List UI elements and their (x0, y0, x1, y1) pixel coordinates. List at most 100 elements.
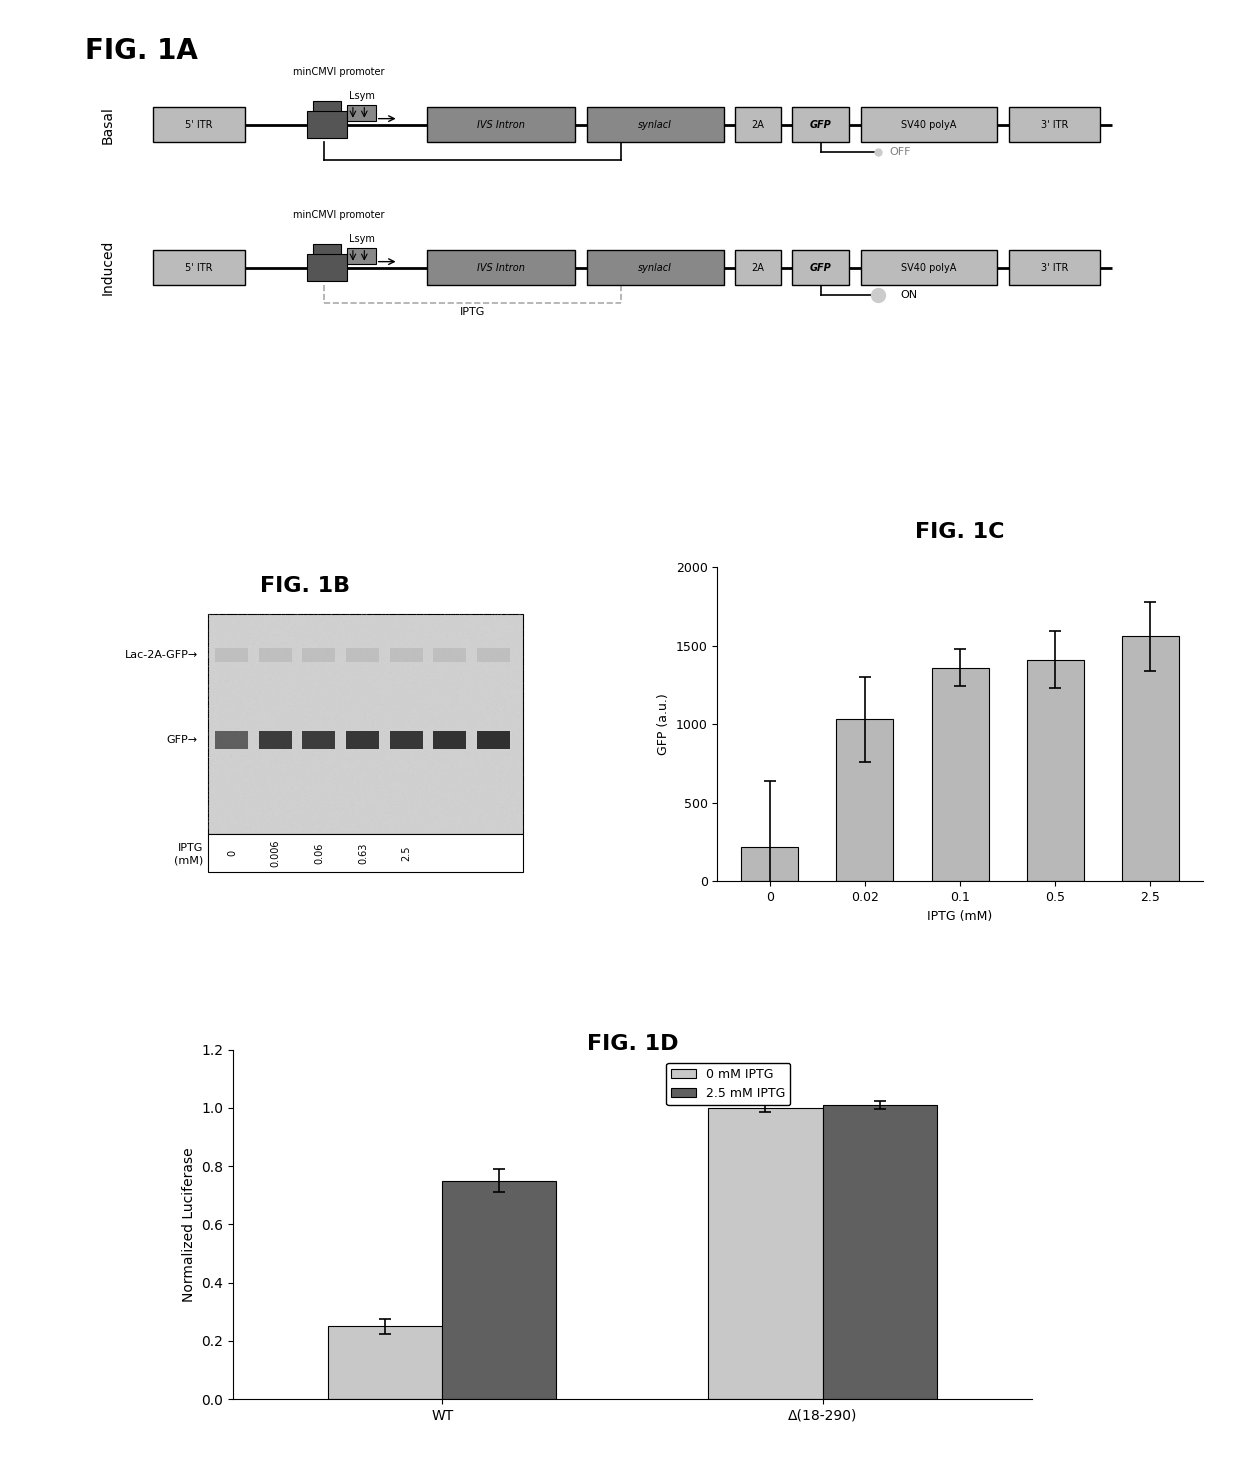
Point (324, 604, 343, 628)
Point (388, 623, 408, 647)
Point (484, 752, 503, 775)
Point (336, 635, 356, 658)
Point (436, 786, 456, 809)
Point (422, 647, 441, 670)
Point (486, 705, 506, 729)
Point (347, 631, 367, 654)
Point (352, 672, 372, 695)
Point (246, 623, 265, 647)
Point (427, 745, 446, 768)
Point (346, 800, 366, 824)
Point (363, 654, 383, 677)
Point (357, 710, 377, 733)
Point (316, 661, 336, 685)
Point (246, 672, 265, 695)
Point (308, 743, 327, 767)
Point (312, 632, 332, 655)
Point (317, 641, 337, 664)
Point (310, 654, 330, 677)
Point (438, 654, 458, 677)
Point (511, 644, 531, 667)
Point (213, 607, 233, 631)
Point (370, 771, 389, 794)
Point (236, 809, 255, 832)
Point (491, 620, 511, 644)
Point (295, 701, 315, 724)
Point (201, 818, 221, 841)
Point (368, 710, 388, 733)
Point (433, 796, 453, 819)
Point (326, 729, 346, 752)
Point (470, 620, 490, 644)
Point (489, 699, 508, 723)
Point (281, 778, 301, 802)
Point (392, 714, 412, 737)
Point (374, 761, 394, 784)
Point (476, 767, 496, 790)
Point (377, 729, 397, 752)
Point (419, 692, 439, 715)
Point (415, 677, 435, 701)
Point (383, 712, 403, 736)
Point (263, 708, 283, 732)
Point (247, 794, 267, 818)
Point (315, 749, 335, 772)
Point (339, 655, 358, 679)
Point (255, 692, 275, 715)
Point (424, 761, 444, 784)
Point (290, 729, 310, 752)
Point (458, 708, 477, 732)
Point (290, 607, 310, 631)
Point (429, 672, 449, 695)
Point (425, 648, 445, 672)
Point (294, 609, 314, 632)
Point (367, 739, 387, 762)
Point (427, 632, 446, 655)
Point (424, 811, 444, 834)
Point (449, 650, 469, 673)
Point (305, 746, 325, 770)
Point (331, 670, 351, 693)
Point (285, 657, 305, 680)
Point (490, 639, 510, 663)
Point (373, 691, 393, 714)
Point (412, 745, 432, 768)
Point (434, 619, 454, 642)
Point (274, 635, 294, 658)
Point (262, 705, 281, 729)
Point (475, 663, 495, 686)
Point (508, 647, 528, 670)
Point (309, 802, 329, 825)
Point (410, 745, 430, 768)
Point (237, 726, 257, 749)
Point (370, 689, 389, 712)
Point (205, 771, 224, 794)
Point (429, 670, 449, 693)
Point (491, 633, 511, 657)
Point (304, 777, 324, 800)
Point (377, 818, 397, 841)
Point (363, 606, 383, 629)
Point (322, 683, 342, 707)
Point (465, 714, 485, 737)
Point (310, 642, 330, 666)
Point (378, 739, 398, 762)
Point (460, 743, 480, 767)
Point (464, 816, 484, 840)
Point (469, 724, 489, 748)
Point (424, 623, 444, 647)
Point (298, 764, 317, 787)
Point (301, 746, 321, 770)
Point (272, 699, 291, 723)
Point (469, 821, 489, 844)
Point (391, 698, 410, 721)
Point (410, 609, 430, 632)
Point (362, 723, 382, 746)
Point (264, 756, 284, 780)
Point (200, 808, 219, 831)
Point (404, 745, 424, 768)
Point (352, 676, 372, 699)
Point (379, 612, 399, 635)
Point (481, 645, 501, 669)
Point (229, 695, 249, 718)
